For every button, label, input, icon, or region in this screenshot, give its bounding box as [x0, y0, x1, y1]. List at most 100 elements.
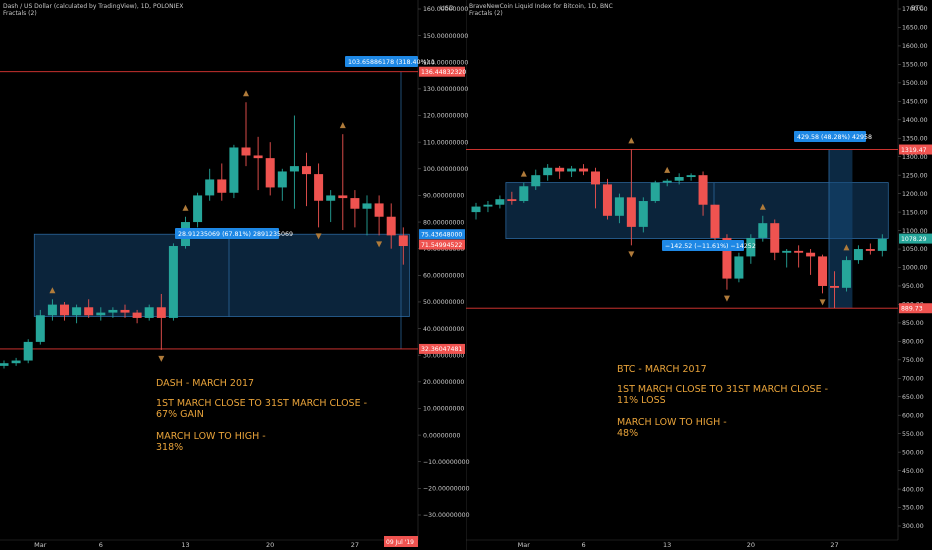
btc-high-tag: 1319.47: [901, 147, 927, 154]
y-tick-label: 400.00: [902, 486, 924, 493]
candle-body: [698, 175, 708, 205]
y-tick-label: 1650.00: [902, 25, 928, 32]
y-tick-label: 550.00: [902, 431, 924, 438]
fractal-up-marker: [520, 170, 527, 177]
y-tick-label: 140.00000000: [423, 59, 468, 66]
candle-body: [865, 249, 875, 251]
dash-low-tag-bg: [419, 343, 465, 354]
y-tick-label: 800.00: [902, 339, 924, 346]
candle-body: [229, 147, 239, 193]
candle-body: [782, 250, 792, 253]
x-tick-label: Mar: [518, 541, 531, 549]
fractal-up-marker: [49, 287, 56, 294]
fractal-up-marker: [664, 166, 671, 173]
dash-callout-mid: 28.91235069 (67.81%) 2891235069: [178, 231, 293, 238]
candle-body: [746, 237, 756, 257]
dash-high-tag: 136.44832320: [421, 69, 466, 76]
y-tick-label: 700.00: [902, 375, 924, 382]
y-tick-label: 850.00: [902, 320, 924, 327]
dash-note-title: DASH - MARCH 2017: [156, 378, 255, 389]
y-tick-label: 1100.00: [902, 228, 928, 235]
candle-body: [614, 197, 624, 216]
candle-body: [650, 182, 660, 202]
dash-chart-pane[interactable]: 160.00000000150.00000000140.00000000130.…: [0, 0, 470, 550]
btc-note-line3: MARCH LOW TO HIGH -: [617, 417, 727, 428]
y-tick-label: 300.00: [902, 523, 924, 530]
y-tick-label: 1350.00: [902, 135, 928, 142]
y-tick-label: 1300.00: [902, 154, 928, 161]
candle-body: [132, 312, 142, 318]
candle-body: [0, 363, 9, 366]
btc-callout-mid-bg: [662, 240, 744, 251]
btc-chart-title: BraveNewCoin Liquid Index for Bitcoin, 1…: [469, 3, 613, 10]
dash-close-tag-a: 75.43648000: [421, 231, 462, 238]
dash-close-tag-b: 71.54994522: [421, 242, 462, 249]
y-tick-label: 1500.00: [902, 80, 928, 87]
candle-body: [144, 307, 154, 318]
fractal-up-marker: [843, 244, 850, 251]
btc-range-box: [505, 182, 889, 239]
fractal-up-marker: [759, 203, 766, 210]
y-tick-label: 60.00000000: [423, 273, 464, 280]
candle-body: [398, 235, 408, 247]
candle-body: [23, 341, 33, 361]
btc-last-tag: 1078.29: [901, 236, 927, 243]
candle-body: [471, 206, 481, 213]
dash-close-tag-a-bg: [419, 229, 465, 240]
candle-body: [543, 167, 553, 176]
y-tick-label: 100.00000000: [423, 166, 468, 173]
candle-body: [362, 203, 372, 209]
y-tick-label: 650.00: [902, 394, 924, 401]
y-tick-label: 50.00000000: [423, 299, 464, 306]
y-tick-label: 1150.00: [902, 209, 928, 216]
y-tick-label: 1700.00: [902, 6, 928, 13]
dash-note-line4: 318%: [156, 442, 184, 453]
y-tick-label: 20.00000000: [423, 379, 464, 386]
btc-note-line2: 11% LOSS: [617, 395, 666, 406]
fractal-up-marker: [182, 204, 189, 211]
y-tick-label: −30.00000000: [423, 512, 470, 519]
fractal-down-marker: [628, 251, 635, 258]
y-tick-label: 120.00000000: [423, 113, 468, 120]
y-tick-label: 160.00000000: [423, 6, 468, 13]
candle-body: [841, 260, 851, 288]
candle-body: [11, 360, 21, 364]
fractal-down-marker: [315, 233, 322, 240]
y-tick-label: 80.00000000: [423, 219, 464, 226]
btc-indicator-label: Fractals (2): [469, 10, 503, 17]
candle-body: [626, 197, 636, 227]
candle-body: [722, 237, 732, 279]
x-tick-label: 27: [351, 541, 359, 549]
y-tick-label: 1450.00: [902, 99, 928, 106]
btc-price-axis: [898, 0, 932, 550]
y-tick-label: 1200.00: [902, 191, 928, 198]
dash-note-line1: 1ST MARCH CLOSE TO 31ST MARCH CLOSE -: [156, 398, 368, 409]
candle-body: [830, 285, 839, 288]
candle-body: [555, 167, 565, 172]
candle-body: [519, 186, 529, 202]
y-tick-label: 1550.00: [902, 62, 928, 69]
candle-body: [734, 256, 744, 279]
btc-chart-pane[interactable]: 1700.00 1650.00 1600.00 1550.00 1500.00 1450.…: [466, 0, 932, 550]
y-tick-label: 750.00: [902, 357, 924, 364]
candle-body: [35, 315, 45, 342]
candle-body: [253, 155, 263, 159]
candle-body: [686, 175, 696, 178]
y-tick-label: 350.00: [902, 505, 924, 512]
candle-body: [338, 195, 348, 199]
x-tick-label: 6: [581, 541, 585, 549]
candle-body: [241, 147, 251, 156]
candle-body: [602, 184, 612, 216]
candle-body: [507, 199, 517, 202]
candle-body: [326, 195, 336, 201]
y-tick-label: 0.00000000: [423, 432, 460, 439]
y-tick-label: 1400.00: [902, 117, 928, 124]
candle-body: [531, 175, 541, 187]
btc-last-tag-bg: [899, 233, 932, 244]
y-tick-label: 130.00000000: [423, 86, 468, 93]
btc-callout-top: 429.58 (48.28%) 42958: [797, 134, 872, 141]
candle-body: [483, 204, 493, 207]
candle-body: [770, 223, 780, 253]
dash-range-box: [33, 233, 410, 317]
candle-body: [277, 171, 287, 188]
